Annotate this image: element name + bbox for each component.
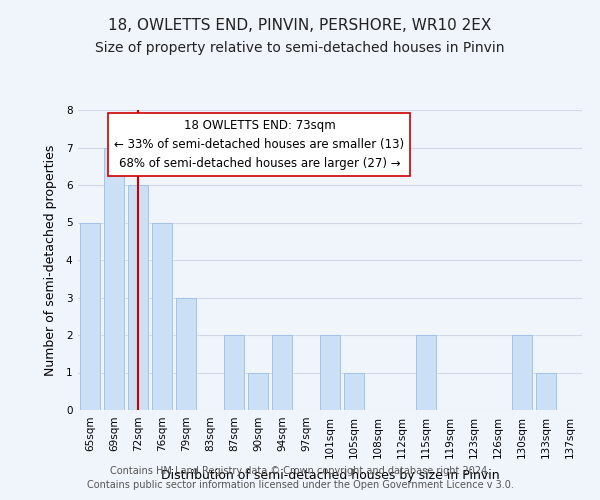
Bar xyxy=(416,335,436,410)
Bar xyxy=(104,148,124,410)
Bar xyxy=(128,185,148,410)
Bar xyxy=(80,222,100,410)
Bar xyxy=(272,335,292,410)
Text: 18 OWLETTS END: 73sqm
← 33% of semi-detached houses are smaller (13)
68% of semi: 18 OWLETTS END: 73sqm ← 33% of semi-deta… xyxy=(115,119,404,170)
Bar xyxy=(152,222,172,410)
Bar xyxy=(320,335,340,410)
Y-axis label: Number of semi-detached properties: Number of semi-detached properties xyxy=(44,144,58,376)
Bar xyxy=(224,335,244,410)
Bar xyxy=(248,372,268,410)
Text: Contains HM Land Registry data © Crown copyright and database right 2024.: Contains HM Land Registry data © Crown c… xyxy=(110,466,490,476)
Text: Contains public sector information licensed under the Open Government Licence v : Contains public sector information licen… xyxy=(86,480,514,490)
Bar xyxy=(176,298,196,410)
Text: 18, OWLETTS END, PINVIN, PERSHORE, WR10 2EX: 18, OWLETTS END, PINVIN, PERSHORE, WR10 … xyxy=(109,18,491,32)
Bar xyxy=(536,372,556,410)
Bar xyxy=(344,372,364,410)
Text: Size of property relative to semi-detached houses in Pinvin: Size of property relative to semi-detach… xyxy=(95,41,505,55)
X-axis label: Distribution of semi-detached houses by size in Pinvin: Distribution of semi-detached houses by … xyxy=(161,469,499,482)
Bar xyxy=(512,335,532,410)
